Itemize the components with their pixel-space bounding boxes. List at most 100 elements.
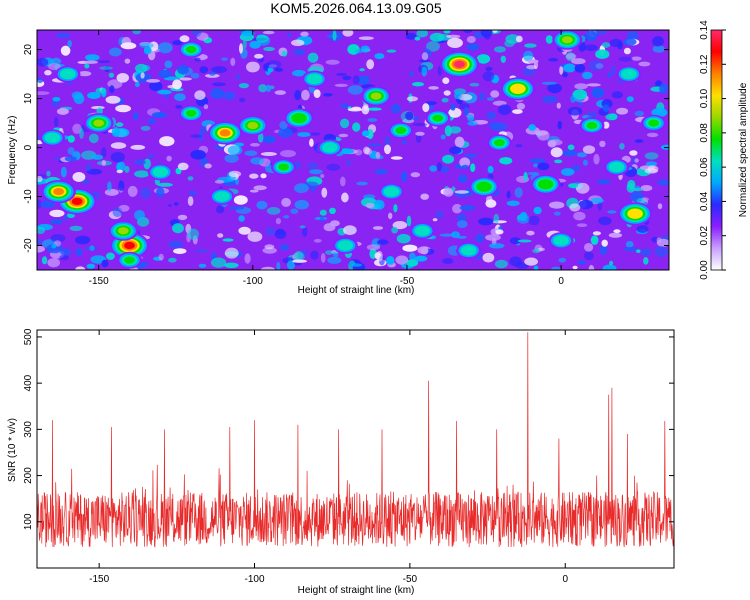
heatmap-peak [530,174,561,195]
heatmap-texture-blob [375,151,381,159]
heatmap-texture-blob [132,112,139,121]
heatmap-texture-blob [448,126,462,134]
heatmap-texture-blob [294,199,309,210]
heatmap-texture-blob [72,172,86,182]
heatmap-texture-blob [124,58,131,64]
heatmap-texture-blob [547,140,557,148]
heatmap-y-tick-label: -10 [23,189,34,204]
heatmap-peak [388,121,414,139]
heatmap-texture-blob [290,208,299,214]
heatmap-texture-blob [64,156,77,162]
heatmap-texture-blob [281,197,291,207]
heatmap-texture-blob [281,50,288,57]
heatmap-texture-blob [47,258,60,268]
heatmap-texture-blob [656,237,662,243]
heatmap-y-tick-label: 20 [23,44,34,56]
heatmap-texture-blob [533,163,539,168]
heatmap-texture-blob [168,257,177,263]
heatmap-texture-blob [611,65,616,76]
heatmap-texture-blob [327,256,342,264]
heatmap-y-axis: -20 -10 0 10 20 [23,44,669,253]
heatmap-texture-blob [211,66,228,74]
heatmap-texture-blob [75,266,86,270]
heatmap-texture-blob [241,30,255,37]
heatmap-y-tick-label: 0 [23,144,34,150]
heatmap-texture-blob [414,255,428,262]
heatmap-texture-blob [533,206,542,215]
heatmap-texture-blob [492,30,498,33]
heatmap-texture-blob [601,42,611,48]
colorbar-tick-label: 0.02 [699,226,710,246]
heatmap-texture-blob [352,75,360,85]
heatmap-texture-blob [629,150,638,156]
heatmap-texture-blob [482,252,495,263]
heatmap-texture-blob [376,250,383,262]
heatmap-texture-blob [340,103,349,109]
heatmap-texture-blob [567,106,583,116]
heatmap-texture-blob [432,218,438,222]
heatmap-texture-blob [37,175,43,183]
colorbar-ticks: 0.00 0.02 0.04 0.06 0.08 0.10 0.12 0.14 [699,20,726,280]
heatmap-texture-blob [631,56,642,61]
heatmap-texture-blob [445,189,454,195]
heatmap-texture-blob [101,147,107,159]
heatmap-texture-blob [412,122,428,127]
heatmap-texture-blob [60,45,71,56]
heatmap-texture-blob [67,135,75,143]
heatmap-texture-blob [114,128,130,138]
heatmap-texture-blob [263,46,275,52]
heatmap-texture-blob [334,83,348,87]
heatmap-texture-blob [50,219,63,225]
heatmap-texture-blob [336,72,347,77]
heatmap-peak [409,222,435,240]
heatmap-peak [317,139,343,157]
heatmap-texture-blob [140,187,151,199]
heatmap-texture-blob [366,244,380,251]
heatmap-texture-blob [37,77,44,84]
heatmap-texture-blob [533,265,539,270]
heatmap-texture-blob [250,143,260,147]
heatmap-texture-blob [299,225,306,229]
heatmap-texture-blob [258,132,264,143]
heatmap-texture-blob [405,111,414,121]
heatmap-texture-blob [591,30,607,36]
heatmap-texture-blob [54,240,62,247]
heatmap-texture-blob [493,213,500,224]
heatmap-texture-blob [384,144,391,155]
heatmap-texture-blob [294,251,304,260]
heatmap-texture-blob [238,215,245,222]
heatmap-texture-blob [147,153,155,159]
heatmap-texture-blob [553,211,561,216]
heatmap-texture-blob [116,73,129,83]
heatmap-peak [301,70,328,88]
heatmap-texture-blob [643,257,649,265]
heatmap-peak [548,232,574,250]
heatmap-texture-blob [177,214,188,221]
colorbar: 0.00 0.02 0.04 0.06 0.08 0.10 0.12 0.14 Normali… [699,20,749,280]
heatmap-texture-blob [456,220,468,229]
heatmap-texture-blob [559,65,564,75]
heatmap-texture-blob [106,252,115,260]
heatmap-texture-blob [124,165,130,173]
heatmap-texture-blob [313,89,321,98]
heatmap-texture-blob [104,188,119,196]
heatmap-texture-blob [69,225,83,231]
heatmap-texture-blob [37,91,50,95]
heatmap-texture-blob [85,163,92,172]
heatmap-texture-blob [542,95,558,104]
heatmap-texture-blob [626,96,634,102]
heatmap-texture-blob [462,30,473,34]
heatmap-texture-blob [571,164,581,172]
heatmap-texture-blob [634,158,639,163]
heatmap-peak [284,108,314,129]
heatmap-texture-blob [456,213,467,222]
heatmap-texture-blob [307,52,319,63]
heatmap-texture-blob [326,163,340,171]
heatmap-texture-blob [386,49,397,53]
heatmap-texture-blob [384,136,390,147]
heatmap-texture-blob [428,86,439,90]
heatmap-texture-blob [421,52,429,61]
heatmap-peak [486,134,512,152]
heatmap-texture-blob [567,144,575,151]
heatmap-texture-blob [599,244,608,255]
